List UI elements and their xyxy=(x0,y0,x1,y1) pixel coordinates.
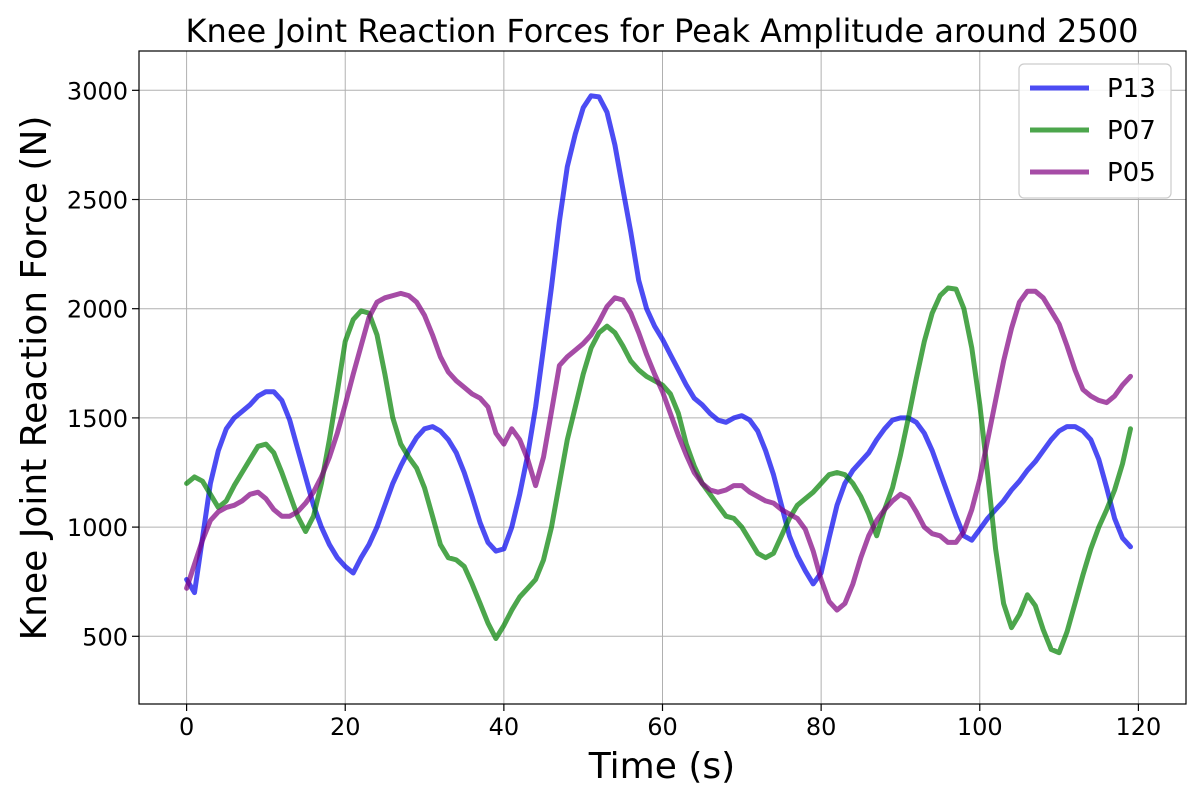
legend-label-p07: P07 xyxy=(1107,116,1156,146)
x-tick-label: 40 xyxy=(489,713,520,741)
y-axis-label: Knee Joint Reaction Force (N) xyxy=(14,116,55,641)
x-axis-ticks: 0 20 40 60 80 100 120 xyxy=(179,704,1161,741)
y-tick-label: 1500 xyxy=(67,405,128,433)
legend-label-p05: P05 xyxy=(1107,158,1156,188)
y-tick-label: 2500 xyxy=(67,187,128,215)
x-axis-label: Time (s) xyxy=(588,746,735,787)
legend-box xyxy=(1018,63,1172,199)
grid-lines xyxy=(139,51,1186,704)
x-tick-label: 20 xyxy=(330,713,361,741)
x-tick-label: 120 xyxy=(1116,713,1162,741)
x-tick-label: 60 xyxy=(647,713,678,741)
x-tick-label: 80 xyxy=(806,713,837,741)
y-axis-ticks: 500 1000 1500 2000 2500 3000 xyxy=(67,77,139,651)
y-tick-label: 1000 xyxy=(67,514,128,542)
y-tick-label: 500 xyxy=(82,623,128,651)
legend: P13 P07 P05 xyxy=(1018,63,1172,199)
y-tick-label: 3000 xyxy=(67,77,128,105)
chart-title: Knee Joint Reaction Forces for Peak Ampl… xyxy=(186,12,1139,50)
x-tick-label: 0 xyxy=(179,713,194,741)
y-tick-label: 2000 xyxy=(67,296,128,324)
series-line-p13 xyxy=(184,93,1133,596)
x-tick-label: 100 xyxy=(957,713,1003,741)
legend-label-p13: P13 xyxy=(1107,74,1156,104)
series-line-p05 xyxy=(184,288,1133,613)
data-series xyxy=(184,93,1133,656)
